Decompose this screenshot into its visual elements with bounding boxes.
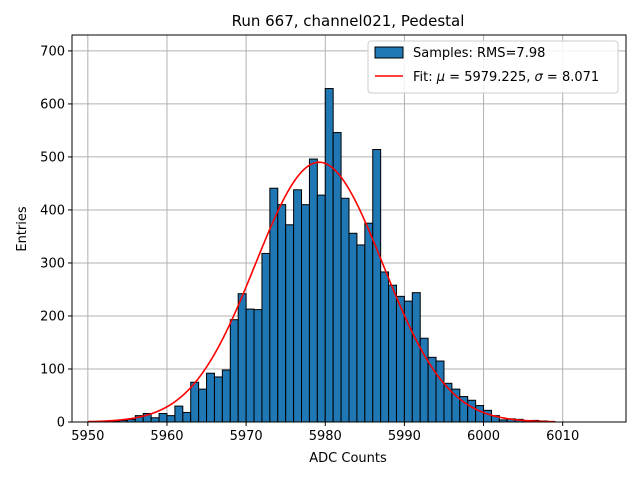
histogram-bar: [475, 405, 485, 423]
x-axis-ticks: 5950 5960 5970 5980 5990 6000 6010: [71, 422, 579, 444]
histogram-bar: [301, 204, 310, 423]
histogram-bar: [435, 360, 445, 423]
histogram-bar: [483, 409, 492, 423]
chart-title: Run 667, channel021, Pedestal: [232, 12, 465, 30]
y-tick-label: 100: [40, 362, 65, 377]
histogram-bar: [206, 372, 215, 423]
histogram-bar: [221, 369, 231, 423]
y-tick-label: 600: [40, 97, 65, 112]
x-tick-label: 5970: [230, 429, 263, 444]
histogram-bar: [293, 189, 303, 423]
fit-mu-value: 5979.225: [464, 70, 526, 85]
x-tick-label: 6010: [546, 429, 579, 444]
fit-curve-group: [87, 161, 555, 423]
histogram-bar: [356, 244, 366, 423]
x-tick-label: 5990: [388, 429, 421, 444]
fit-sigma-value: 8.071: [562, 70, 599, 85]
histogram-bar: [467, 399, 477, 423]
histogram-bar: [182, 411, 192, 423]
legend-label-histogram: Samples: RMS=7.98: [413, 46, 545, 61]
x-tick-label: 5950: [71, 429, 104, 444]
histogram-bar: [348, 232, 358, 423]
x-tick-label: 6000: [467, 429, 500, 444]
histogram-bar: [261, 252, 271, 423]
histogram-bar: [245, 308, 255, 423]
x-tick-label: 5980: [309, 429, 342, 444]
fit-label-prefix: Fit:: [413, 70, 437, 85]
y-tick-label: 300: [40, 256, 65, 271]
histogram-bar: [324, 88, 334, 423]
histogram-bar: [166, 415, 176, 423]
fit-curve: [87, 161, 555, 423]
histogram-bar: [253, 309, 263, 423]
x-tick-label: 5960: [150, 429, 183, 444]
legend: Samples: RMS=7.98 Fit: μ = 5979.225, σ =…: [367, 40, 619, 94]
histogram-bar: [213, 376, 223, 423]
y-tick-label: 0: [57, 416, 65, 431]
histogram-bar: [277, 204, 287, 423]
y-tick-label: 200: [40, 309, 65, 324]
y-tick-label: 500: [40, 150, 65, 165]
histogram-bar: [150, 417, 160, 423]
y-tick-label: 700: [40, 44, 65, 59]
histogram-bar: [316, 194, 326, 423]
histogram-bar: [388, 284, 397, 423]
y-axis-label: Entries: [15, 206, 30, 252]
mu-symbol: μ: [436, 70, 445, 85]
legend-box: [367, 40, 619, 94]
histogram-bar: [411, 292, 421, 423]
sigma-symbol: σ: [535, 70, 544, 85]
histogram-bar: [285, 224, 295, 423]
histogram-bar: [364, 222, 374, 423]
x-axis-label: ADC Counts: [309, 451, 387, 466]
legend-label-fit: Fit: μ = 5979.225, σ = 8.071: [413, 70, 599, 85]
histogram-bar: [190, 381, 200, 423]
histogram-bar: [229, 319, 239, 423]
histogram-bar: [380, 271, 390, 423]
histogram-bar: [174, 405, 184, 423]
y-tick-label: 400: [40, 203, 65, 218]
y-axis-ticks: 0 100 200 300 400 500 600 700: [40, 44, 72, 431]
histogram-bar: [237, 293, 247, 423]
plot-area-frame: [71, 34, 627, 423]
histogram-bar: [372, 149, 382, 423]
histogram-bar: [198, 388, 208, 423]
histogram-bar: [308, 158, 318, 423]
legend-swatch-histogram: [374, 46, 404, 59]
histogram-bar: [269, 187, 279, 423]
histogram-bar: [395, 295, 405, 423]
histogram-bar: [340, 197, 350, 423]
histogram-bar: [158, 413, 168, 423]
